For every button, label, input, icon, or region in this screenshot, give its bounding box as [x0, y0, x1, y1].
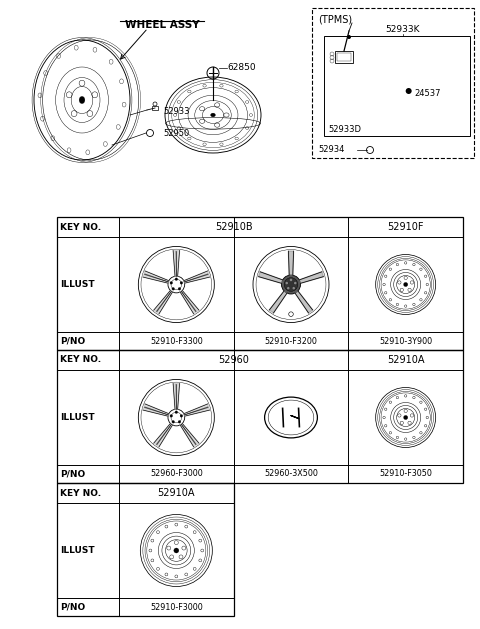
Circle shape — [174, 548, 179, 553]
Circle shape — [284, 277, 298, 291]
Text: 52933D: 52933D — [328, 126, 361, 135]
Polygon shape — [269, 291, 287, 313]
Polygon shape — [154, 291, 172, 314]
Circle shape — [289, 279, 292, 281]
Circle shape — [170, 282, 173, 284]
Text: 62850: 62850 — [227, 64, 256, 72]
Bar — [324, 36, 470, 136]
Circle shape — [281, 275, 300, 294]
Circle shape — [178, 287, 181, 290]
Text: ILLUST: ILLUST — [60, 546, 95, 555]
Bar — [335, 51, 353, 63]
Polygon shape — [143, 271, 169, 283]
Circle shape — [178, 420, 181, 423]
Text: 52910B: 52910B — [215, 222, 252, 232]
Text: P/NO: P/NO — [60, 469, 85, 479]
Text: P/NO: P/NO — [60, 337, 85, 345]
Circle shape — [170, 415, 173, 417]
Text: 52934: 52934 — [318, 145, 344, 155]
Text: 24537: 24537 — [415, 89, 441, 99]
Polygon shape — [184, 271, 210, 283]
Polygon shape — [180, 291, 199, 314]
Text: 52960: 52960 — [218, 355, 249, 365]
Text: ILLUST: ILLUST — [60, 280, 95, 289]
Circle shape — [180, 415, 183, 417]
Bar — [57, 217, 463, 350]
Bar — [312, 8, 474, 158]
Polygon shape — [259, 272, 283, 283]
Text: 52910-F3000: 52910-F3000 — [150, 603, 203, 611]
Bar — [152, 106, 158, 110]
Circle shape — [406, 88, 412, 94]
Text: 52910-F3200: 52910-F3200 — [264, 337, 317, 345]
Text: KEY NO.: KEY NO. — [60, 355, 101, 364]
Polygon shape — [180, 423, 199, 447]
Text: 52910A: 52910A — [157, 488, 195, 498]
Polygon shape — [288, 251, 294, 275]
Circle shape — [404, 415, 408, 420]
Circle shape — [175, 411, 178, 413]
Bar — [57, 483, 234, 616]
Ellipse shape — [79, 96, 85, 104]
Polygon shape — [295, 291, 312, 313]
Text: ILLUST: ILLUST — [60, 413, 95, 422]
Ellipse shape — [211, 113, 216, 117]
Bar — [57, 350, 463, 483]
Text: 52950: 52950 — [163, 128, 189, 138]
Polygon shape — [154, 423, 172, 447]
Circle shape — [172, 287, 175, 290]
Circle shape — [180, 282, 183, 284]
Bar — [337, 53, 351, 61]
Circle shape — [347, 35, 351, 39]
Polygon shape — [173, 250, 180, 276]
Text: KEY NO.: KEY NO. — [60, 223, 101, 231]
Text: P/NO: P/NO — [60, 603, 85, 611]
Text: WHEEL ASSY: WHEEL ASSY — [125, 20, 199, 30]
Polygon shape — [143, 404, 169, 416]
Text: 52933: 52933 — [163, 108, 190, 116]
Text: 52933K: 52933K — [386, 26, 420, 35]
Text: KEY NO.: KEY NO. — [60, 489, 101, 498]
Polygon shape — [300, 272, 324, 283]
Circle shape — [287, 287, 290, 290]
Text: 52910-F3050: 52910-F3050 — [379, 469, 432, 479]
Text: 52910-3Y900: 52910-3Y900 — [379, 337, 432, 345]
Circle shape — [294, 282, 297, 284]
Circle shape — [292, 287, 295, 290]
Circle shape — [172, 420, 175, 423]
Polygon shape — [184, 404, 210, 416]
Circle shape — [175, 278, 178, 281]
Text: (TPMS): (TPMS) — [318, 15, 352, 25]
Text: 52910F: 52910F — [387, 222, 424, 232]
Polygon shape — [173, 384, 180, 409]
Circle shape — [285, 282, 288, 284]
Text: 52910A: 52910A — [387, 355, 424, 365]
Text: 52960-F3000: 52960-F3000 — [150, 469, 203, 479]
Circle shape — [404, 282, 408, 287]
Text: 52910-F3300: 52910-F3300 — [150, 337, 203, 345]
Text: 52960-3X500: 52960-3X500 — [264, 469, 318, 479]
